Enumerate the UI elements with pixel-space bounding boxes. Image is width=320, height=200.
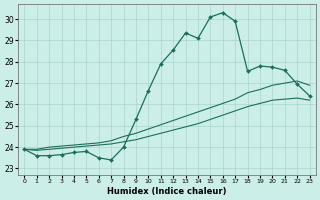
X-axis label: Humidex (Indice chaleur): Humidex (Indice chaleur) bbox=[107, 187, 227, 196]
